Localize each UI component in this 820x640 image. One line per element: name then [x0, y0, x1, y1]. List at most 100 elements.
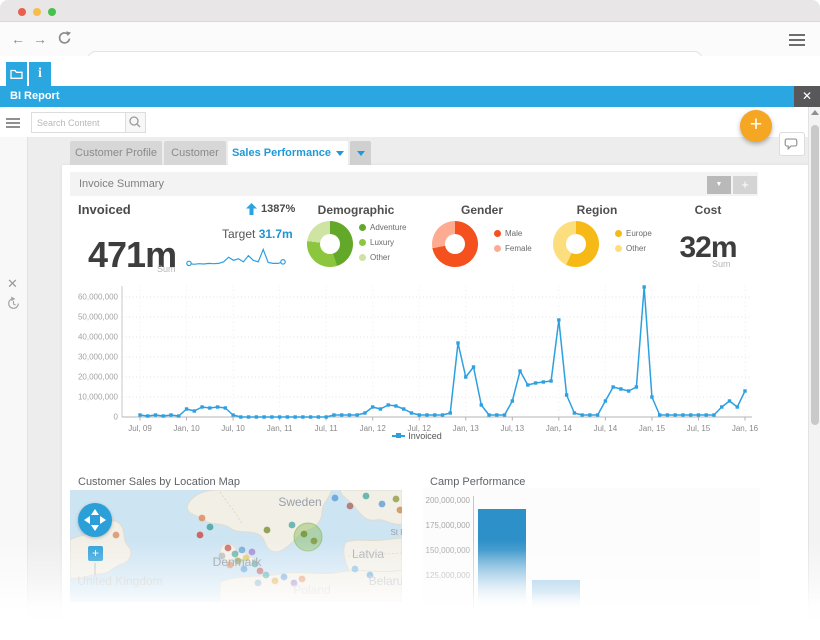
map-zoom-slider[interactable]	[94, 563, 96, 576]
traffic-light-minimize-button[interactable]	[33, 8, 41, 16]
map-zoom-in-button[interactable]: +	[88, 546, 103, 561]
browser-nav-bar: ← →	[0, 22, 820, 69]
map-pan-control[interactable]	[78, 503, 112, 537]
scrollbar[interactable]	[808, 107, 820, 607]
map-widget-title: Customer Sales by Location Map	[78, 476, 241, 488]
pan-right-arrow[interactable]	[100, 516, 106, 524]
invoiced-line-chart[interactable]: Jul, 09 Jan, 10 Jul, 10 Jan, 11 Jul, 11 Jan, …	[62, 276, 802, 440]
location-map[interactable]: Sweden Denmark Latvia United Kingdom Belaru P…	[70, 490, 402, 602]
data-point	[239, 415, 243, 419]
camp-bar[interactable]	[532, 580, 580, 612]
demographic-donut-chart[interactable]	[307, 221, 353, 267]
map-dot[interactable]	[351, 565, 359, 573]
data-point	[471, 365, 476, 369]
data-point	[394, 404, 398, 408]
map-dot[interactable]	[196, 531, 204, 539]
data-point	[425, 413, 429, 417]
data-point	[192, 409, 196, 413]
map-dot[interactable]	[298, 575, 306, 583]
history-icon[interactable]	[6, 296, 21, 311]
pan-up-arrow[interactable]	[91, 509, 99, 515]
traffic-light-close-button[interactable]	[18, 8, 26, 16]
map-dot[interactable]	[206, 523, 214, 531]
widget-add-button[interactable]: +	[733, 176, 757, 194]
sparkline-path	[188, 247, 284, 265]
map-cluster-bubble[interactable]	[293, 522, 323, 552]
map-dot[interactable]	[112, 531, 120, 539]
pan-left-arrow[interactable]	[84, 516, 90, 524]
scrollbar-thumb[interactable]	[810, 125, 819, 425]
map-dot[interactable]	[280, 573, 288, 581]
camp-y-tick-label: 125,000,000	[425, 571, 471, 580]
add-content-fab[interactable]: +	[740, 110, 772, 142]
close-report-icon[interactable]: ✕	[7, 276, 18, 291]
map-dot[interactable]	[263, 526, 271, 534]
scroll-up-arrow[interactable]	[811, 110, 819, 115]
y-tick-label: 0	[114, 413, 119, 422]
data-point	[316, 415, 321, 419]
gender-legend: Male Female	[494, 226, 532, 256]
forward-button[interactable]: →	[33, 31, 47, 47]
browser-menu-icon[interactable]	[789, 34, 805, 49]
report-header-bar: BI Report ✕	[0, 86, 820, 107]
data-point	[712, 413, 716, 417]
invoiced-label: Invoiced	[78, 202, 131, 217]
tab-customer-profile[interactable]: Customer Profile	[70, 141, 162, 165]
map-dot[interactable]	[310, 537, 318, 545]
pan-down-arrow[interactable]	[91, 525, 99, 531]
traffic-light-zoom-button[interactable]	[48, 8, 56, 16]
map-dot[interactable]	[224, 544, 232, 552]
chevron-down-icon	[356, 150, 365, 156]
map-dot[interactable]	[238, 546, 246, 554]
camp-bar[interactable]	[478, 509, 526, 612]
report-close-button[interactable]: ✕	[794, 86, 820, 107]
data-point	[696, 413, 701, 417]
data-point	[440, 413, 445, 417]
map-place-label: St P	[390, 528, 402, 537]
region-donut-chart[interactable]	[553, 221, 599, 267]
tab-sales-performance[interactable]: Sales Performance	[228, 141, 348, 165]
map-dot[interactable]	[378, 500, 386, 508]
data-point	[347, 413, 352, 417]
map-dot[interactable]	[396, 506, 402, 514]
camp-y-axis-line	[473, 496, 474, 610]
x-tick-label: Jul, 12	[407, 424, 431, 433]
back-button[interactable]: ←	[11, 31, 25, 47]
search-row	[0, 107, 820, 137]
widget-collapse-button[interactable]: ▼	[707, 176, 731, 194]
donut-title-demographic: Demographic	[317, 203, 395, 217]
comment-icon[interactable]	[779, 132, 805, 156]
data-point	[673, 413, 677, 417]
menu-icon[interactable]	[6, 118, 20, 130]
data-point	[277, 415, 282, 419]
x-tick-label: Jul, 15	[687, 424, 711, 433]
folder-tab[interactable]	[6, 62, 27, 86]
gender-donut-chart[interactable]	[432, 221, 478, 267]
x-tick-label: Jul, 10	[221, 424, 245, 433]
legend-dot	[615, 245, 622, 252]
map-dot[interactable]	[254, 579, 262, 587]
y-tick-label: 50,000,000	[78, 313, 119, 322]
info-tab[interactable]: i	[29, 62, 51, 86]
tab-dropdown-button[interactable]	[350, 141, 371, 165]
legend-dot	[359, 239, 366, 246]
map-dot[interactable]	[346, 502, 354, 510]
map-dot[interactable]	[262, 571, 270, 579]
data-point	[727, 399, 732, 403]
search-input[interactable]	[31, 112, 129, 133]
map-dot[interactable]	[331, 494, 339, 502]
map-dot[interactable]	[392, 495, 400, 503]
data-point	[339, 413, 344, 417]
refresh-button[interactable]	[57, 30, 72, 46]
map-place-label: Sweden	[278, 495, 321, 509]
tab-customer[interactable]: Customer	[164, 141, 226, 165]
map-dot[interactable]	[362, 492, 370, 500]
map-dot[interactable]	[271, 577, 279, 585]
map-dot[interactable]	[300, 530, 308, 538]
map-dot[interactable]	[198, 514, 206, 522]
map-dot[interactable]	[288, 521, 296, 529]
data-point	[626, 389, 631, 393]
search-button[interactable]	[125, 112, 146, 133]
data-point	[402, 407, 406, 411]
map-place-label: United Kingdom	[77, 574, 162, 588]
